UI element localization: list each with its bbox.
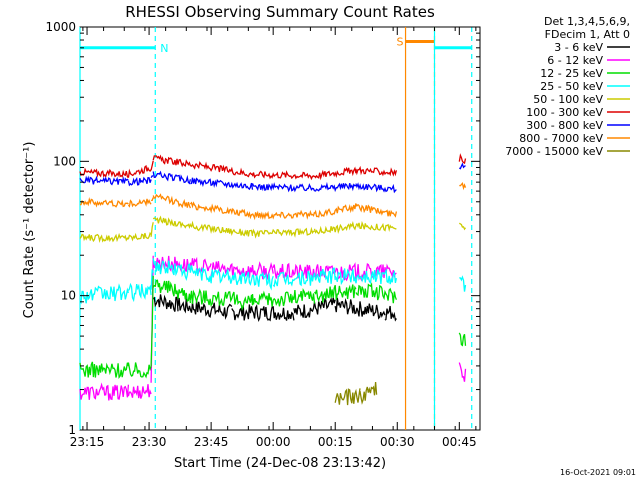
legend-entry-label: 800 - 7000 keV [519, 132, 603, 145]
y-tick-label: 10 [61, 289, 76, 303]
x-tick-label: 00:15 [318, 435, 353, 449]
chart-title: RHESSI Observing Summary Count Rates [125, 3, 435, 21]
flag-label-saa: S [397, 35, 404, 48]
y-tick-label: 100 [53, 154, 76, 168]
legend-header-line-1: Det 1,3,4,5,6,9, [544, 15, 630, 28]
x-tick-label: 23:45 [194, 435, 229, 449]
legend-entry-label: 100 - 300 keV [526, 106, 603, 119]
legend-entry-label: 7000 - 15000 keV [505, 145, 603, 158]
flag-label-night: N [160, 42, 168, 55]
x-tick-label: 00:45 [442, 435, 477, 449]
x-axis: 23:15 23:30 23:45 00:00 00:15 00:30 00:45 [70, 27, 477, 449]
series-line-4 [79, 215, 467, 243]
x-axis-label: Start Time (24-Dec-08 23:13:42) [174, 456, 386, 471]
series-line-2 [79, 275, 467, 380]
x-tick-label: 23:15 [70, 435, 105, 449]
legend-header-line-2: FDecim 1, Att 0 [545, 28, 630, 41]
x-tick-label: 00:00 [256, 435, 291, 449]
y-axis-label: Count Rate (s⁻¹ detector⁻¹) [22, 142, 37, 319]
footer-date: 16-Oct-2021 09:01 [560, 468, 636, 477]
x-tick-label: 23:30 [132, 435, 167, 449]
legend-entry-label: 300 - 800 keV [526, 119, 603, 132]
plot-area-frame [79, 26, 481, 431]
y-tick-label: 1 [68, 423, 76, 437]
series-line-6 [79, 162, 466, 194]
legend-entry-label: 6 - 12 keV [547, 54, 603, 67]
y-tick-label: 1000 [45, 20, 76, 34]
legend-header: Det 1,3,4,5,6,9, FDecim 1, Att 0 [544, 15, 630, 41]
legend-entry-label: 25 - 50 keV [540, 80, 603, 93]
legend-entry-label: 3 - 6 keV [554, 41, 603, 54]
series-line-7 [79, 181, 467, 221]
legend-entry-label: 12 - 25 keV [540, 67, 603, 80]
series-line-5 [79, 153, 467, 181]
series-line-3 [79, 258, 467, 305]
y-axis: 1 10 100 1000 [45, 20, 480, 437]
legend-entry-label: 50 - 100 keV [533, 93, 603, 106]
series-line-8 [334, 382, 378, 406]
x-tick-label: 00:30 [380, 435, 415, 449]
series-group [79, 153, 467, 406]
